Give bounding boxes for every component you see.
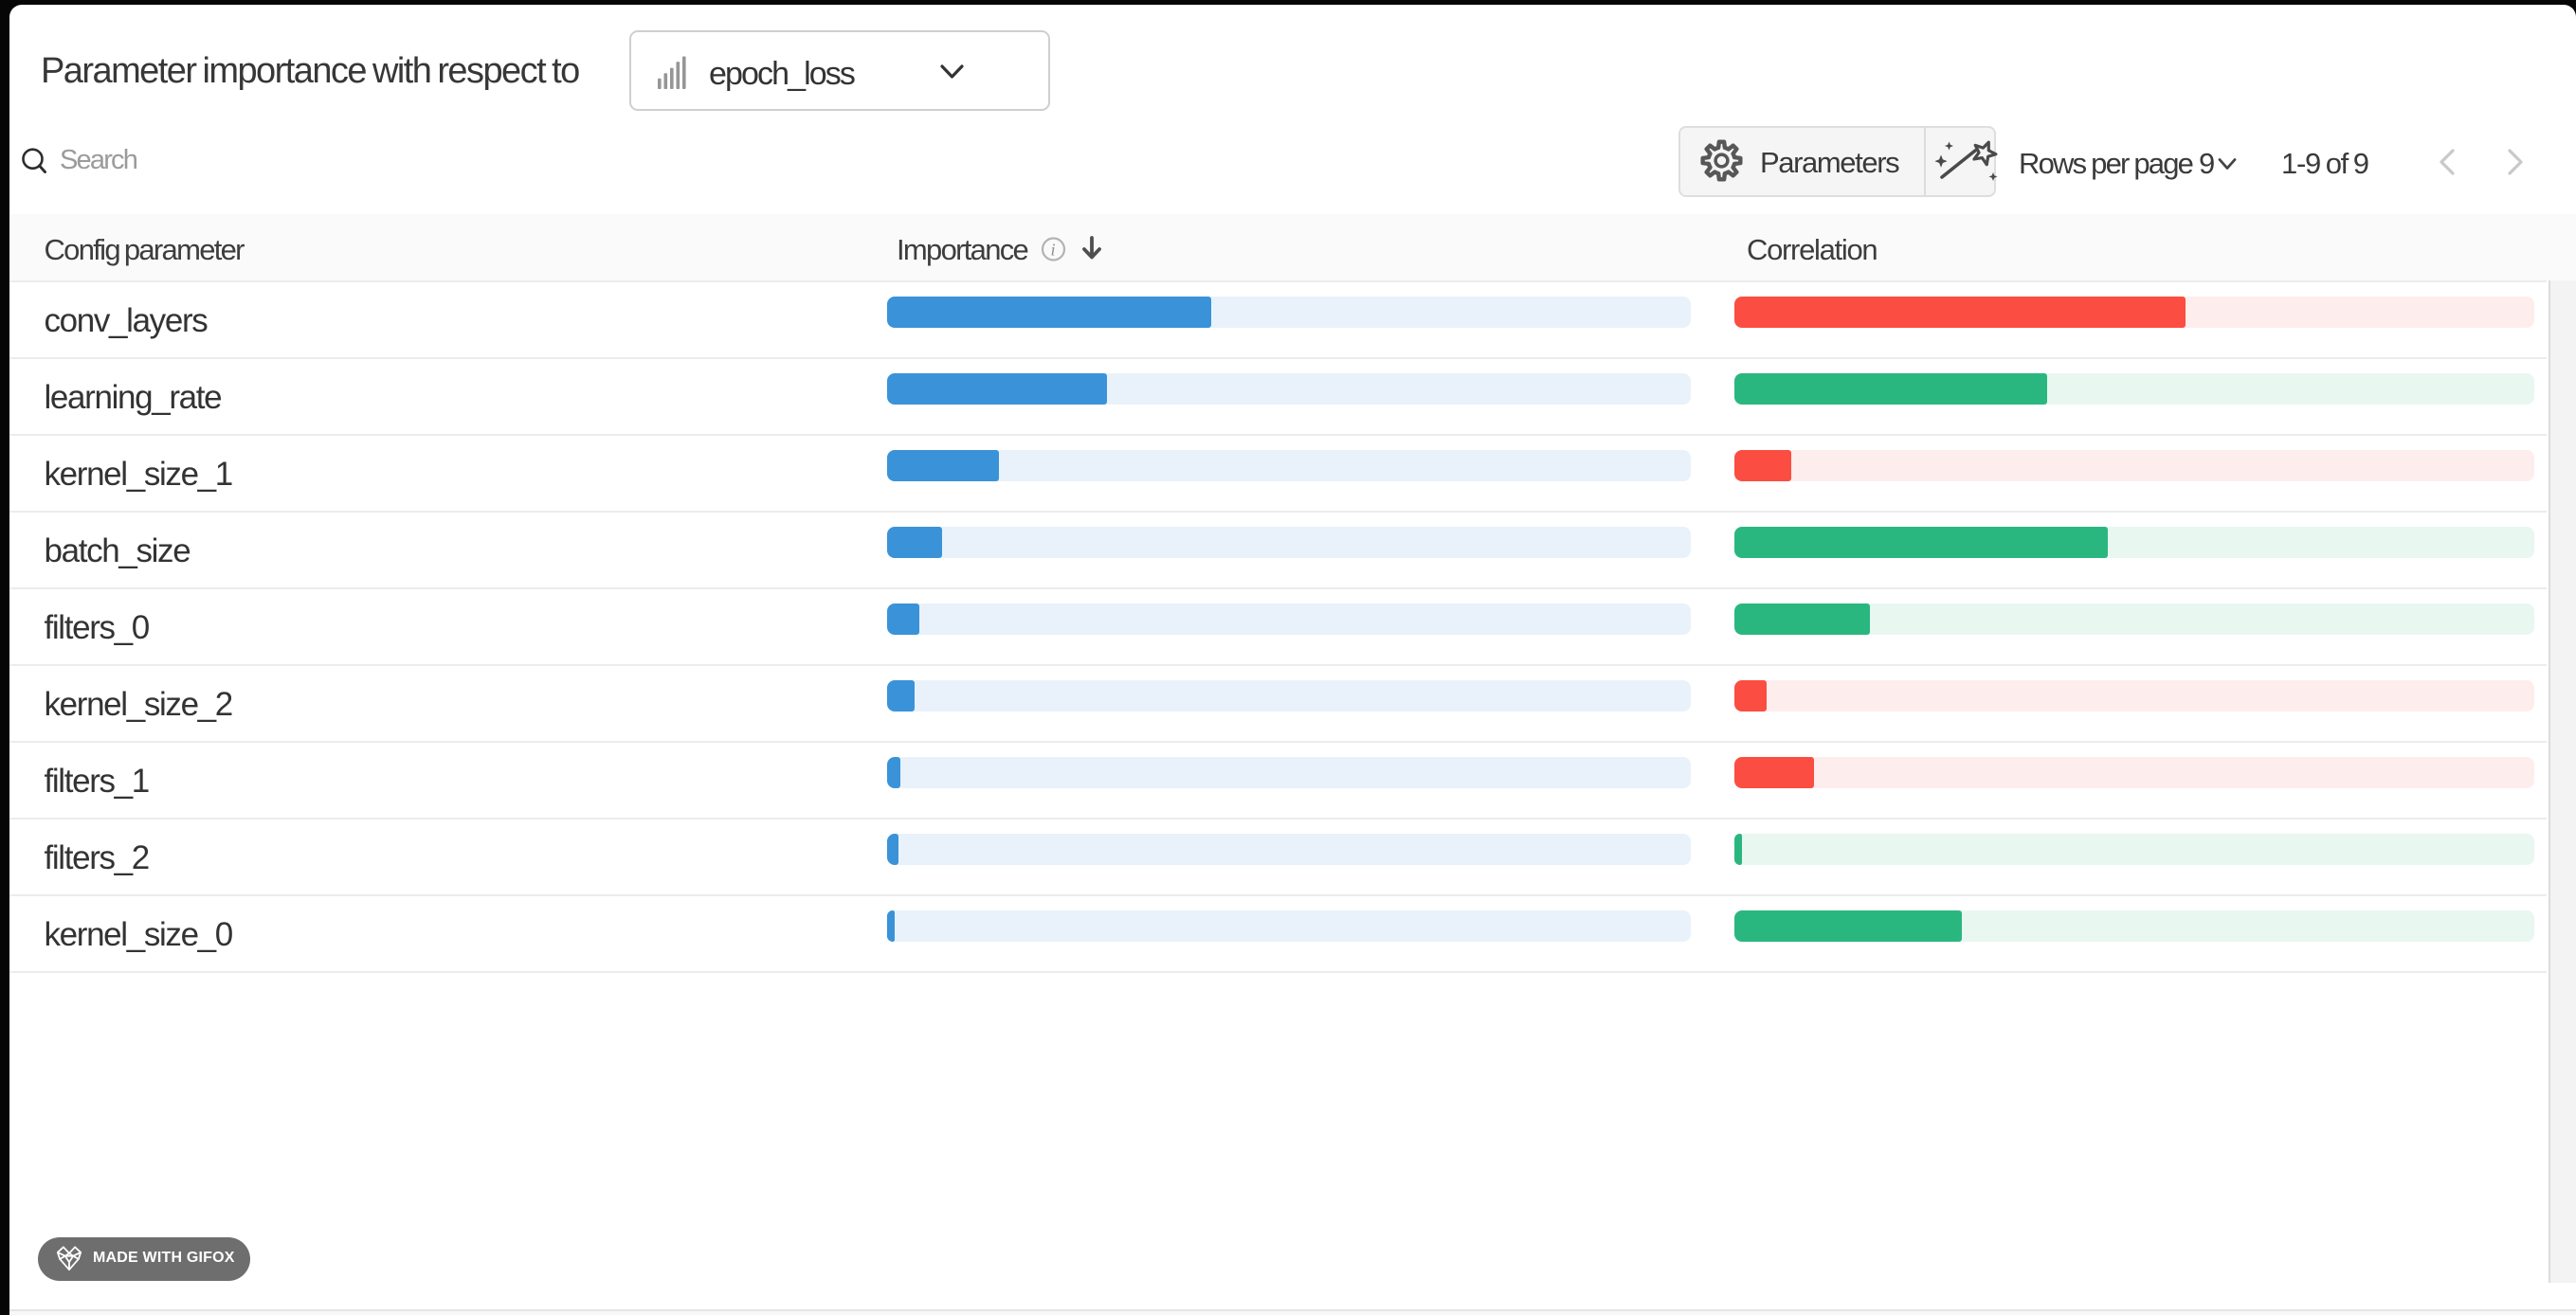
svg-text:i: i	[1050, 241, 1055, 260]
